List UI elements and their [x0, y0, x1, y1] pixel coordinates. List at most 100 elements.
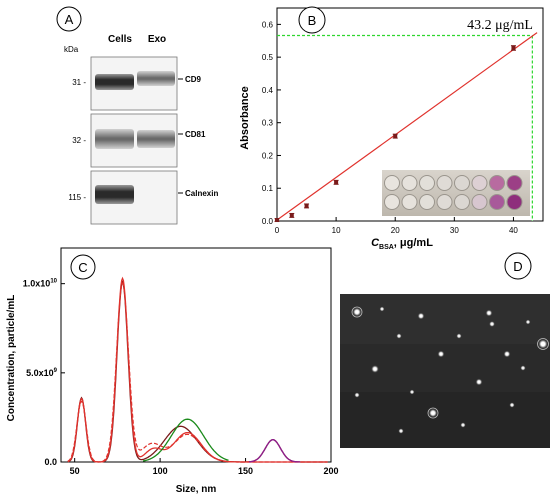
plate-well [506, 175, 523, 191]
chart-c-x-tick-label: 200 [323, 466, 338, 476]
chart-b-x-tick-label: 0 [275, 226, 280, 235]
particle-dot [398, 335, 400, 337]
plate-well [471, 194, 488, 210]
particle-dot [356, 394, 358, 396]
particle-dot [487, 311, 491, 315]
data-point [393, 134, 398, 139]
plate-well [419, 194, 435, 210]
particle-ring [537, 338, 549, 350]
panel-c-label: C [78, 260, 87, 275]
plate-well [401, 175, 418, 191]
chart-c-y-tick-label: 1.0x1010 [23, 279, 58, 289]
panel-a-western-blot: A Cells Exo kDa 31 - 32 - 115 - CD9 CD81… [56, 6, 218, 225]
band-cd81-cells [95, 129, 134, 149]
chart-b-y-tick-label: 0.1 [262, 184, 274, 193]
particle-dot [540, 341, 546, 347]
chart-c-y-tick-label: 5.0x109 [26, 368, 58, 378]
chart-c-x-axis-label: Size, nm [176, 484, 217, 495]
data-point [304, 203, 309, 208]
chart-c-x-tick-label: 150 [238, 466, 253, 476]
plate-well [454, 194, 470, 210]
particle-dot [491, 323, 493, 325]
panel-c-label-circle [70, 254, 96, 280]
panel-b-label: B [308, 13, 317, 28]
plate-well [436, 175, 453, 191]
chart-b-x-tick-label: 40 [509, 226, 518, 235]
purple-fit-line [249, 439, 301, 463]
plate-well [401, 194, 418, 210]
plate-well [436, 194, 453, 210]
chart-c-x-tick-label: 100 [153, 466, 168, 476]
plate-inset-photo [382, 170, 530, 216]
kda-value-cd9: 31 - [72, 78, 86, 87]
plate-well [506, 194, 523, 210]
marker-label-calnexin: Calnexin [185, 189, 218, 198]
particle-ring [351, 306, 363, 318]
chart-c-y-tick-label: 0.0 [44, 457, 57, 467]
panel-a-label-circle [56, 6, 82, 32]
plate-background [382, 170, 530, 216]
band-cd9-cells [95, 74, 134, 90]
band-cd9-exo [137, 71, 175, 86]
particle-dot [477, 380, 481, 384]
particle-dot [355, 310, 359, 314]
plate-well [471, 175, 488, 191]
chart-b-x-tick-label: 30 [450, 226, 459, 235]
chart-b-y-tick-label: 0.4 [262, 86, 274, 95]
chart-b-y-tick-label: 0.5 [262, 53, 274, 62]
particle-dot [458, 335, 460, 337]
band-calnexin-cells [95, 185, 134, 204]
particle-dot [462, 424, 464, 426]
plate-well [419, 175, 435, 191]
plate-well [384, 175, 400, 191]
panel-d-microscopy-image: D [340, 252, 550, 448]
panel-d-label: D [513, 259, 522, 274]
particle-dot [381, 308, 383, 310]
column-header-cells: Cells [108, 34, 132, 45]
calibration-fit-line [276, 32, 538, 221]
chart-b-y-tick-label: 0.0 [262, 217, 274, 226]
kda-label: kDa [64, 45, 79, 54]
band-cd81-exo [137, 130, 175, 148]
particle-ring [427, 407, 439, 419]
panel-c-size-distribution-chart: C 50 100 150 200 0.0 5.0x109 1.0x1010 Concentr… [6, 247, 339, 495]
panel-a-label: A [65, 12, 74, 27]
particle-dot [527, 321, 529, 323]
chart-b-x-axis-label: CBSA, μg/mL [371, 237, 433, 251]
marker-label-cd81: CD81 [185, 130, 206, 139]
particle-dot [439, 352, 443, 356]
marker-label-cd9: CD9 [185, 75, 202, 84]
chart-c-plot-frame [60, 247, 332, 463]
plate-well [489, 194, 505, 210]
chart-b-x-tick-label: 10 [332, 226, 341, 235]
red-fit-line [67, 276, 328, 463]
chart-b-plot-frame [276, 7, 544, 222]
chart-b-y-tick-label: 0.6 [262, 20, 274, 29]
panel-d-label-circle [504, 252, 532, 280]
kda-value-cd81: 32 - [72, 136, 86, 145]
plate-well [454, 175, 470, 191]
particle-dot [511, 404, 513, 406]
data-point [334, 180, 339, 185]
red-dashed-fit-line [67, 281, 328, 463]
data-point [275, 218, 279, 223]
chart-c-y-axis-label: Concentration, particle/mL [6, 295, 17, 422]
particle-dot [522, 367, 524, 369]
green-fit-line [142, 418, 229, 462]
particle-dot [419, 314, 423, 318]
data-point [511, 45, 516, 50]
annotation-43-2-ugml: 43.2 μg/mL [467, 18, 533, 33]
plate-well [489, 175, 505, 191]
chart-b-y-tick-label: 0.3 [262, 119, 274, 128]
data-point [289, 213, 294, 218]
chart-b-y-tick-label: 0.2 [262, 151, 274, 160]
particle-dot [505, 352, 509, 356]
measured-distribution-line [67, 279, 328, 463]
plate-well [384, 194, 400, 210]
particle-dot [373, 367, 377, 371]
chart-b-x-tick-label: 20 [391, 226, 400, 235]
column-header-exo: Exo [148, 34, 166, 45]
kda-value-calnexin: 115 - [68, 193, 86, 202]
panel-b-calibration-chart: B 0 10 20 30 40 0.0 0.1 0.2 0.3 0.4 0.5 0.6 43.2 μg… [239, 6, 544, 251]
